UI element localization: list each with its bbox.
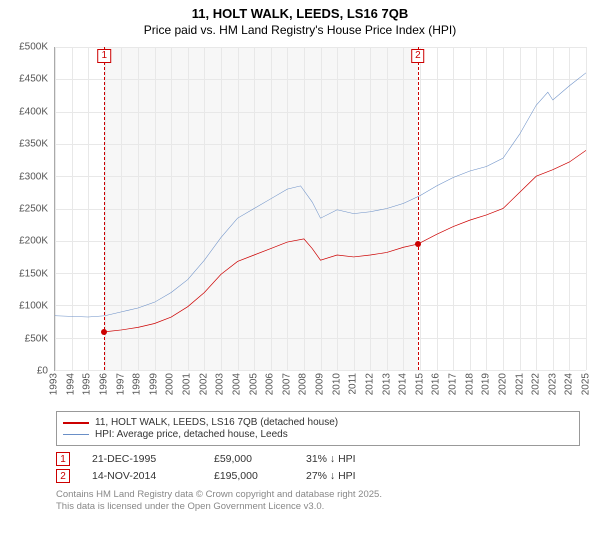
x-tick-label: 1996 [98,373,109,395]
legend-label: HPI: Average price, detached house, Leed… [95,429,288,440]
marker-line [104,47,105,370]
x-tick-label: 2007 [281,373,292,395]
x-tick-label: 2002 [198,373,209,395]
plot-area: 12 [54,47,586,371]
x-tick-label: 2006 [265,373,276,395]
y-tick-label: £350K [19,139,48,150]
marker-label: 1 [98,49,112,63]
y-tick-label: £50K [25,333,48,344]
series-price_paid [104,150,586,332]
y-tick-label: £500K [19,42,48,53]
marker-date: 21-DEC-1995 [92,453,192,465]
x-tick-label: 2013 [381,373,392,395]
marker-price: £195,000 [214,470,284,482]
y-tick-label: £400K [19,106,48,117]
legend-item: 11, HOLT WALK, LEEDS, LS16 7QB (detached… [63,417,573,428]
marker-number: 2 [56,469,70,483]
legend-label: 11, HOLT WALK, LEEDS, LS16 7QB (detached… [95,417,338,428]
x-tick-label: 2005 [248,373,259,395]
gridline-v [586,47,587,370]
legend: 11, HOLT WALK, LEEDS, LS16 7QB (detached… [56,411,580,446]
y-tick-label: £0 [37,366,48,377]
y-tick-label: £200K [19,236,48,247]
y-tick-label: £300K [19,171,48,182]
x-tick-label: 2003 [215,373,226,395]
marker-table: 1 21-DEC-1995 £59,000 31% ↓ HPI 2 14-NOV-2014… [56,452,580,483]
data-point [101,329,107,335]
y-tick-label: £250K [19,204,48,215]
chart: £0 £50K £100K £150K £200K £250K £300K £350K £400… [10,45,590,405]
x-tick-label: 2018 [464,373,475,395]
y-axis-labels: £0£50K£100K£150K£200K£250K£300K£350K£400… [10,47,52,371]
x-axis-labels: 1993199419951996199719981999200020012002… [54,371,586,405]
marker-row: 2 14-NOV-2014 £195,000 27% ↓ HPI [56,469,580,483]
x-tick-label: 2019 [481,373,492,395]
legend-swatch [63,434,89,435]
marker-delta: 27% ↓ HPI [306,470,580,482]
chart-lines [55,47,586,370]
y-tick-label: £450K [19,74,48,85]
x-tick-label: 2020 [497,373,508,395]
x-tick-label: 1999 [148,373,159,395]
legend-item: HPI: Average price, detached house, Leed… [63,429,573,440]
x-tick-label: 2001 [182,373,193,395]
x-tick-label: 2014 [398,373,409,395]
x-tick-label: 2011 [348,373,359,395]
x-tick-label: 2021 [514,373,525,395]
x-tick-label: 2017 [448,373,459,395]
data-point [415,241,421,247]
marker-number: 1 [56,452,70,466]
x-tick-label: 2010 [331,373,342,395]
legend-swatch [63,422,89,424]
chart-subtitle: Price paid vs. HM Land Registry's House … [0,23,600,37]
chart-title-block: 11, HOLT WALK, LEEDS, LS16 7QB Price pai… [0,0,600,37]
marker-line [418,47,419,370]
footer-line-2: This data is licensed under the Open Gov… [56,501,580,513]
x-tick-label: 1994 [65,373,76,395]
y-tick-label: £150K [19,268,48,279]
x-tick-label: 2008 [298,373,309,395]
x-tick-label: 2023 [547,373,558,395]
marker-label: 2 [411,49,425,63]
marker-delta: 31% ↓ HPI [306,453,580,465]
x-tick-label: 2015 [414,373,425,395]
x-tick-label: 2004 [231,373,242,395]
marker-row: 1 21-DEC-1995 £59,000 31% ↓ HPI [56,452,580,466]
x-tick-label: 1997 [115,373,126,395]
y-tick-label: £100K [19,301,48,312]
series-hpi [55,73,586,317]
x-tick-label: 2000 [165,373,176,395]
marker-price: £59,000 [214,453,284,465]
chart-title: 11, HOLT WALK, LEEDS, LS16 7QB [0,6,600,21]
footer: Contains HM Land Registry data © Crown c… [56,489,580,514]
marker-date: 14-NOV-2014 [92,470,192,482]
x-tick-label: 1993 [49,373,60,395]
x-tick-label: 1995 [82,373,93,395]
x-tick-label: 2016 [431,373,442,395]
x-tick-label: 2024 [564,373,575,395]
x-tick-label: 1998 [132,373,143,395]
x-tick-label: 2022 [531,373,542,395]
footer-line-1: Contains HM Land Registry data © Crown c… [56,489,580,501]
x-tick-label: 2009 [315,373,326,395]
x-tick-label: 2025 [581,373,592,395]
x-tick-label: 2012 [364,373,375,395]
